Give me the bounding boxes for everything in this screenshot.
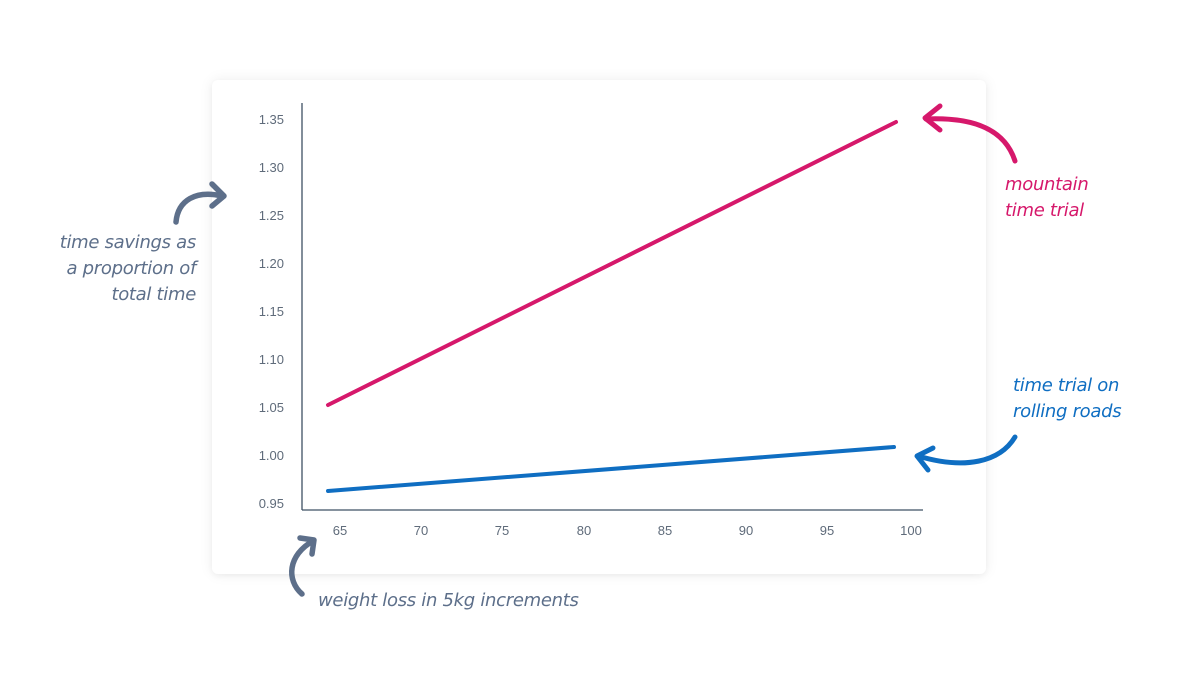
- mountain-label-line-1: mountain: [1005, 174, 1089, 195]
- y-tick-labels: 1.35 1.30 1.25 1.20 1.15 1.10 1.05 1.00 …: [259, 112, 284, 511]
- svg-text:75: 75: [495, 523, 509, 538]
- svg-text:90: 90: [739, 523, 753, 538]
- y-note-line-3: total time: [111, 284, 196, 305]
- svg-text:1.05: 1.05: [259, 400, 284, 415]
- svg-text:70: 70: [414, 523, 428, 538]
- x-tick-labels: 65 70 75 80 85 90 95 100: [333, 523, 922, 538]
- x-axis-arrow-icon: [289, 535, 317, 597]
- y-note-line-1: time savings as: [59, 232, 197, 253]
- svg-text:85: 85: [658, 523, 672, 538]
- x-axis-annotation: weight loss in 5kg increments: [318, 590, 579, 611]
- svg-text:95: 95: [820, 523, 834, 538]
- svg-text:1.15: 1.15: [259, 304, 284, 319]
- svg-text:80: 80: [577, 523, 591, 538]
- svg-text:65: 65: [333, 523, 347, 538]
- svg-text:0.95: 0.95: [259, 496, 284, 511]
- svg-text:1.35: 1.35: [259, 112, 284, 127]
- svg-text:1.20: 1.20: [259, 256, 284, 271]
- series-rolling-roads: [326, 445, 896, 493]
- series-mountain-time-trial: [326, 120, 898, 407]
- y-note-line-2: a proportion of: [66, 258, 197, 279]
- rolling-series-label: time trial on rolling roads: [1013, 373, 1153, 425]
- svg-text:1.25: 1.25: [259, 208, 284, 223]
- svg-text:1.30: 1.30: [259, 160, 284, 175]
- svg-text:100: 100: [900, 523, 922, 538]
- svg-text:1.00: 1.00: [259, 448, 284, 463]
- rolling-arrow-icon: [914, 434, 1018, 473]
- mountain-arrow-icon: [922, 103, 1018, 164]
- mountain-series-label: mountain time trial: [1005, 172, 1125, 224]
- rolling-label-line-1: time trial on: [1013, 375, 1120, 396]
- y-axis-arrow-icon: [173, 181, 227, 225]
- svg-text:1.10: 1.10: [259, 352, 284, 367]
- y-axis-annotation: time savings as a proportion of total ti…: [30, 230, 197, 308]
- rolling-label-line-2: rolling roads: [1013, 401, 1122, 422]
- mountain-label-line-2: time trial: [1005, 200, 1084, 221]
